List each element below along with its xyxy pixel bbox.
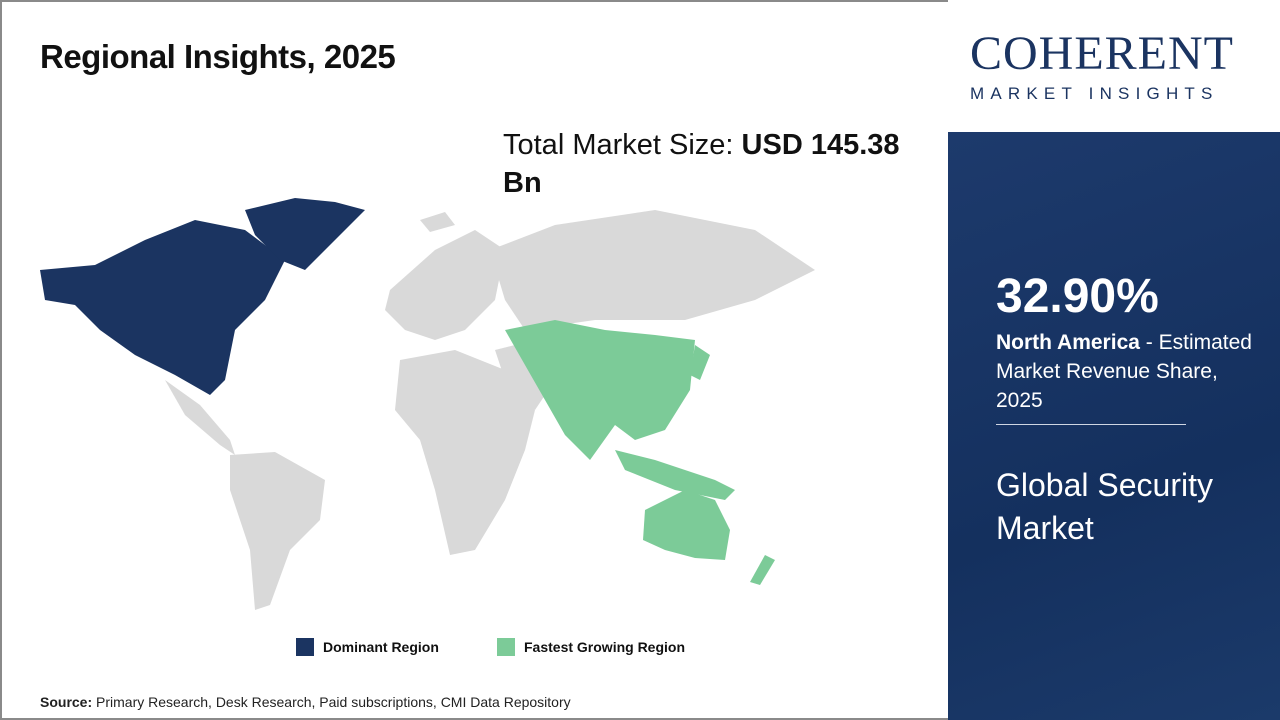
- world-map: [40, 198, 815, 610]
- logo-main: COHERENT: [970, 27, 1234, 80]
- market-name: Global Security Market: [996, 467, 1213, 546]
- coherent-logo: COHERENT MARKET INSIGHTS: [948, 0, 1280, 132]
- total-market-label: Total Market Size:: [503, 129, 734, 161]
- asia-pacific-fastest: [505, 320, 775, 585]
- source-label: Source:: [40, 694, 93, 710]
- share-text: - Estimated Market Revenue Share, 2025: [996, 331, 1252, 412]
- europe: [385, 230, 505, 340]
- fastest-swatch: [497, 638, 515, 656]
- greenland-iceland: [420, 212, 455, 232]
- share-description: North America - Estimated Market Revenue…: [996, 328, 1266, 415]
- legend-dominant: Dominant Region: [296, 638, 439, 656]
- source-note: Source: Primary Research, Desk Research,…: [40, 694, 571, 710]
- dominant-swatch: [296, 638, 314, 656]
- legend-label: Dominant Region: [323, 639, 439, 655]
- source-text: Primary Research, Desk Research, Paid su…: [96, 694, 571, 710]
- africa: [395, 350, 535, 555]
- highlight-panel: 32.90% North America - Estimated Market …: [948, 132, 1280, 720]
- other-regions: [165, 210, 815, 610]
- logo-sub: MARKET INSIGHTS: [970, 84, 1219, 103]
- russia-middle-east: [490, 210, 815, 410]
- central-america: [165, 380, 235, 455]
- south-america: [230, 452, 325, 610]
- share-region: North America: [996, 331, 1140, 354]
- divider: [996, 424, 1186, 425]
- total-market-size: Total Market Size: USD 145.38 Bn: [503, 126, 933, 202]
- legend-label: Fastest Growing Region: [524, 639, 686, 655]
- north-america-dominant: [40, 198, 365, 395]
- page-title: Regional Insights, 2025: [40, 38, 396, 75]
- share-percent: 32.90%: [996, 270, 1159, 323]
- legend-fastest: Fastest Growing Region: [497, 638, 685, 656]
- total-market-value: USD 145.38 Bn: [503, 129, 900, 199]
